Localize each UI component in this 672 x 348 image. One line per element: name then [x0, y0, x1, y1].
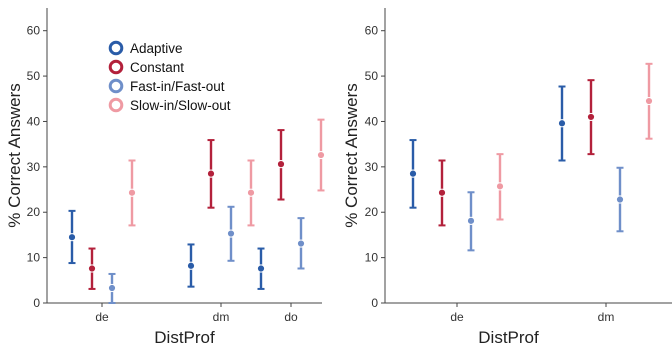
- data-point: [67, 233, 77, 242]
- x-tick-label: de: [450, 310, 464, 324]
- data-point: [87, 264, 97, 273]
- y-tick-label: 60: [27, 24, 41, 38]
- data-point: [644, 96, 654, 106]
- series-adaptive: [408, 85, 567, 209]
- legend-label: Constant: [130, 60, 184, 75]
- y-tick-label: 20: [27, 205, 41, 219]
- data-point: [127, 188, 137, 197]
- data-point: [226, 229, 236, 238]
- y-tick-label: 60: [365, 24, 379, 38]
- chart-panel-2: 0 10 20 30 40 50 60 de dm DistProf % Correct Answe…: [342, 8, 672, 347]
- y-tick-label: 10: [365, 251, 379, 265]
- x-axis-label: DistProf: [154, 328, 215, 347]
- legend-label: Adaptive: [130, 41, 183, 56]
- series-fast-in-fast-out: [107, 205, 306, 304]
- series-fast-in-fast-out: [466, 166, 625, 252]
- y-tick-label: 50: [27, 69, 41, 83]
- series-slow-in-slow-out: [495, 62, 654, 221]
- data-point: [107, 283, 117, 293]
- legend-marker: [108, 59, 124, 75]
- series-constant: [437, 79, 596, 227]
- x-tick-label: do: [284, 310, 298, 324]
- data-point: [495, 182, 505, 191]
- data-point: [206, 169, 216, 178]
- x-tick-label: de: [95, 310, 109, 324]
- y-tick-label: 0: [371, 296, 378, 310]
- y-tick-label: 40: [27, 114, 41, 128]
- legend-label: Slow-in/Slow-out: [130, 98, 231, 113]
- y-tick-label: 40: [365, 114, 379, 128]
- data-point: [276, 160, 286, 169]
- y-tick-label: 30: [27, 160, 41, 174]
- series-constant: [87, 129, 286, 290]
- data-point: [437, 188, 447, 197]
- data-point: [466, 216, 476, 225]
- series-adaptive: [67, 209, 266, 290]
- legend-marker: [108, 97, 124, 113]
- data-point: [296, 239, 306, 248]
- data-point: [586, 112, 596, 122]
- data-point: [256, 264, 266, 273]
- legend-label: Fast-in/Fast-out: [130, 79, 225, 94]
- legend-marker: [108, 78, 124, 94]
- x-tick-label: dm: [213, 310, 230, 324]
- data-point: [246, 188, 256, 197]
- y-tick-label: 0: [33, 296, 40, 310]
- data-point: [615, 195, 625, 204]
- y-tick-label: 10: [27, 251, 41, 265]
- legend: Adaptive Constant Fast-in/Fast-out Slow-in/…: [108, 40, 231, 113]
- data-point: [316, 150, 326, 160]
- x-tick-label: dm: [598, 310, 615, 324]
- x-axis-label: DistProf: [478, 328, 539, 347]
- series-slow-in-slow-out: [127, 118, 326, 227]
- data-point: [186, 261, 196, 270]
- chart-panel-1: 0 10 20 30 40 50 60 de dm do DistProf % Correct Ans…: [5, 8, 326, 347]
- y-axis-label: % Correct Answers: [5, 83, 24, 228]
- y-tick-label: 50: [365, 69, 379, 83]
- y-axis-label: % Correct Answers: [342, 83, 361, 228]
- data-point: [408, 169, 418, 178]
- legend-marker: [108, 40, 124, 56]
- y-tick-label: 30: [365, 160, 379, 174]
- y-tick-label: 20: [365, 205, 379, 219]
- data-point: [557, 119, 567, 128]
